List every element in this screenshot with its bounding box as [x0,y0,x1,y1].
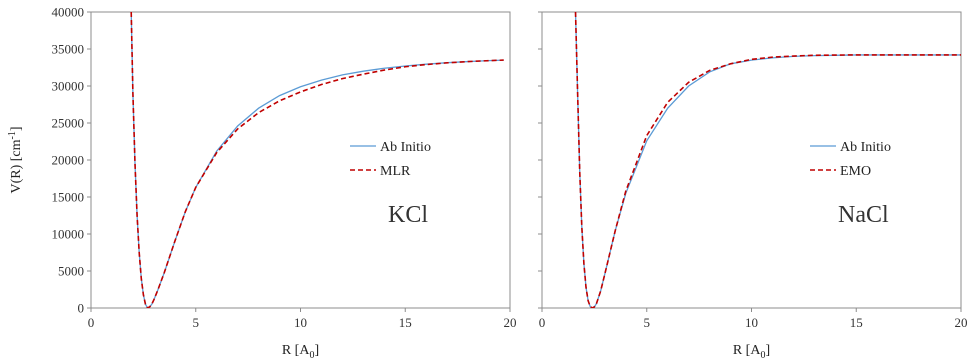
y-tick-label: 5000 [58,264,84,279]
legend-label: Ab Initio [840,140,891,155]
series-line-emo [574,12,961,308]
x-tick-label: 20 [504,315,517,330]
x-axis-label: R [A0] [733,343,770,361]
x-tick-label: 5 [193,315,200,330]
x-tick-label: 5 [644,315,651,330]
x-tick-label: 10 [745,315,758,330]
y-axis-label: V(R) [cm-1] [7,126,24,193]
legend-label: Ab Initio [380,140,431,155]
legend-label: MLR [380,164,411,179]
x-tick-label: 20 [955,315,968,330]
y-tick-label: 15000 [52,190,85,205]
series-line-ab-initio [130,12,504,308]
x-tick-label: 0 [88,315,95,330]
series-line-mlr [130,12,504,308]
x-tick-label: 10 [294,315,307,330]
x-tick-label: 15 [399,315,412,330]
x-axis-label: R [A0] [282,343,319,361]
compound-annotation: NaCl [838,202,889,228]
y-tick-label: 35000 [52,42,85,57]
chart-panel-kcl: 0 5 10 15 20 0 5000 10000 15000 20000 25000 30000 35… [7,5,517,362]
x-tick-label: 0 [539,315,546,330]
y-tick-label: 20000 [52,153,85,168]
x-tick-label: 15 [850,315,863,330]
series-line-ab-initio [574,12,961,308]
chart-panel-nacl: 0 5 10 15 20 Ab Initio EMO NaCl R [A0] [538,11,968,361]
legend-label: EMO [840,164,871,179]
y-tick-label: 30000 [52,79,85,94]
y-tick-label: 40000 [52,5,85,20]
plot-frame [541,11,962,309]
y-tick-label: 10000 [52,227,85,242]
y-tick-label: 25000 [52,116,85,131]
plot-frame [90,11,511,309]
compound-annotation: KCl [388,202,428,228]
y-tick-label: 0 [78,301,85,316]
